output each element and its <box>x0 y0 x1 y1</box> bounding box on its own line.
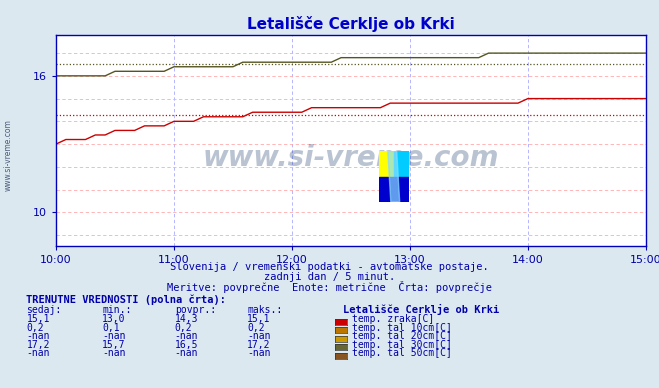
Text: 17,2: 17,2 <box>247 340 271 350</box>
Text: Meritve: povprečne  Enote: metrične  Črta: povprečje: Meritve: povprečne Enote: metrične Črta:… <box>167 281 492 293</box>
Text: 15,1: 15,1 <box>26 314 50 324</box>
Text: -nan: -nan <box>102 331 126 341</box>
Text: 0,2: 0,2 <box>26 322 44 333</box>
Text: 0,1: 0,1 <box>102 322 120 333</box>
Text: -nan: -nan <box>247 331 271 341</box>
Text: 14,3: 14,3 <box>175 314 198 324</box>
Polygon shape <box>393 151 409 177</box>
Text: -nan: -nan <box>175 348 198 358</box>
Polygon shape <box>387 151 399 202</box>
Text: 15,1: 15,1 <box>247 314 271 324</box>
Text: 0,2: 0,2 <box>175 322 192 333</box>
Text: -nan: -nan <box>26 331 50 341</box>
Text: temp. tal 50cm[C]: temp. tal 50cm[C] <box>352 348 452 358</box>
Text: 17,2: 17,2 <box>26 340 50 350</box>
Text: -nan: -nan <box>247 348 271 358</box>
Text: www.si-vreme.com: www.si-vreme.com <box>203 144 499 171</box>
Text: www.si-vreme.com: www.si-vreme.com <box>3 119 13 191</box>
Text: -nan: -nan <box>175 331 198 341</box>
Text: temp. tal 10cm[C]: temp. tal 10cm[C] <box>352 322 452 333</box>
Text: TRENUTNE VREDNOSTI (polna črta):: TRENUTNE VREDNOSTI (polna črta): <box>26 295 226 305</box>
Text: Slovenija / vremenski podatki - avtomatske postaje.: Slovenija / vremenski podatki - avtomats… <box>170 262 489 272</box>
Polygon shape <box>379 177 409 202</box>
Text: min.:: min.: <box>102 305 132 315</box>
Text: -nan: -nan <box>102 348 126 358</box>
Text: sedaj:: sedaj: <box>26 305 61 315</box>
Text: 16,5: 16,5 <box>175 340 198 350</box>
Text: 0,2: 0,2 <box>247 322 265 333</box>
Text: maks.:: maks.: <box>247 305 282 315</box>
Polygon shape <box>379 151 393 177</box>
Text: 13,0: 13,0 <box>102 314 126 324</box>
Text: Letališče Cerklje ob Krki: Letališče Cerklje ob Krki <box>343 304 499 315</box>
Text: 15,7: 15,7 <box>102 340 126 350</box>
Text: povpr.:: povpr.: <box>175 305 215 315</box>
Text: temp. tal 30cm[C]: temp. tal 30cm[C] <box>352 340 452 350</box>
Title: Letališče Cerklje ob Krki: Letališče Cerklje ob Krki <box>247 16 455 32</box>
Text: temp. tal 20cm[C]: temp. tal 20cm[C] <box>352 331 452 341</box>
Text: zadnji dan / 5 minut.: zadnji dan / 5 minut. <box>264 272 395 282</box>
Text: -nan: -nan <box>26 348 50 358</box>
Text: temp. zraka[C]: temp. zraka[C] <box>352 314 434 324</box>
